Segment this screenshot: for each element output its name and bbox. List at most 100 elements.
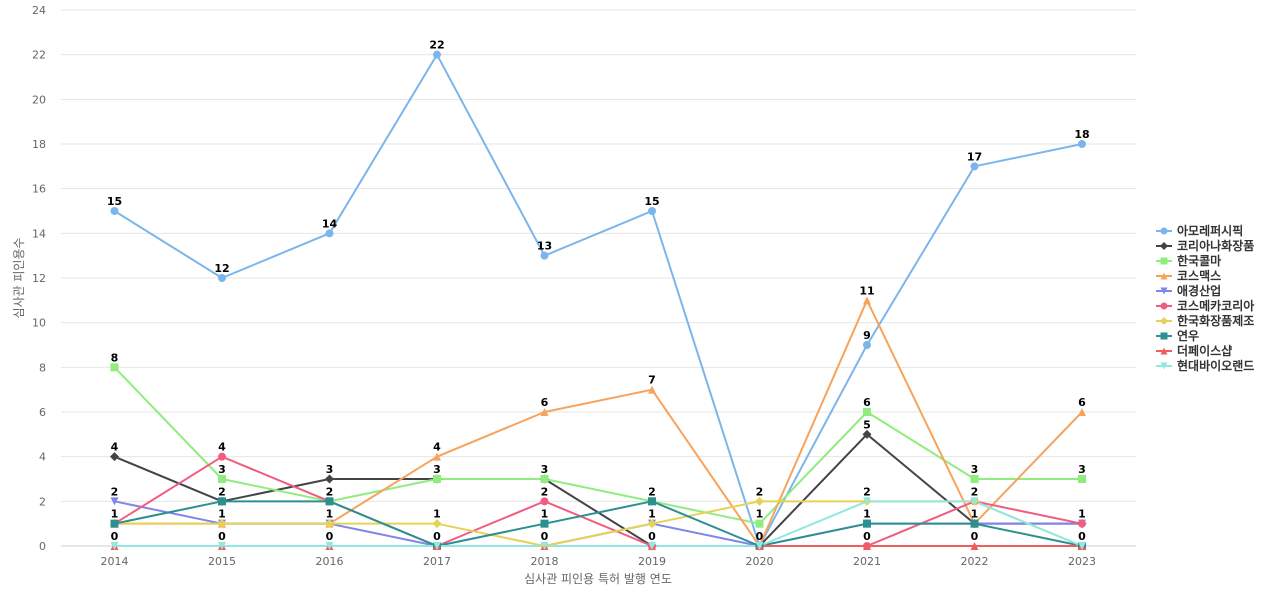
y-tick-label: 4 [39, 451, 46, 464]
series-line [113, 366, 1082, 525]
data-point [218, 274, 226, 282]
data-label: 8 [111, 351, 119, 364]
data-label: 0 [1078, 530, 1086, 543]
y-tick-label: 16 [32, 183, 46, 196]
data-label: 2 [971, 485, 979, 498]
data-point [970, 519, 979, 528]
data-label: 2 [111, 485, 119, 498]
data-label: 3 [1078, 463, 1086, 476]
data-point [862, 429, 872, 439]
data-label: 0 [433, 530, 441, 543]
data-label: 0 [971, 530, 979, 543]
data-label: 1 [111, 508, 119, 521]
legend-item[interactable]: 한국화장품제조 [1156, 313, 1254, 328]
data-label: 1 [863, 508, 871, 521]
data-point [433, 452, 441, 461]
data-label: 1 [541, 508, 549, 521]
x-axis-ticks: 2014 2015 2016 2017 2018 2019 2020 2021 2022 2023 [101, 555, 1097, 568]
x-tick-label: 2015 [208, 555, 236, 568]
data-point [325, 519, 334, 529]
legend-label: 코리아나화장품 [1177, 238, 1254, 253]
data-label: 2 [756, 485, 764, 498]
legend-label: 애경산업 [1177, 283, 1221, 298]
data-point [110, 363, 119, 372]
data-point [1078, 475, 1086, 483]
legend-item[interactable]: 애경산업 [1156, 283, 1221, 298]
data-point [540, 542, 549, 550]
series-line [114, 500, 1083, 547]
legend-item[interactable]: 코스맥스 [1156, 268, 1221, 283]
x-axis-title: 심사관 피인용 특허 발행 연도 [524, 571, 672, 586]
legend-label: 아모레퍼시픽 [1177, 223, 1243, 238]
data-point [218, 452, 226, 461]
legend-item[interactable]: 더페이스샵 [1156, 343, 1232, 358]
legend-label: 연우 [1177, 328, 1199, 343]
data-label: 18 [1074, 128, 1089, 141]
data-label: 15 [644, 195, 659, 208]
data-point [110, 452, 119, 462]
y-tick-label: 20 [32, 93, 46, 106]
data-labels: 1584210124321014321022431013632101572102… [107, 39, 1090, 543]
x-tick-label: 2016 [316, 555, 344, 568]
series-line [114, 500, 1083, 547]
data-point [218, 497, 226, 506]
data-label: 0 [111, 530, 119, 543]
x-tick-label: 2021 [853, 555, 881, 568]
legend-marker [1160, 362, 1168, 370]
legend-marker [1160, 242, 1168, 250]
legend-item[interactable]: 현대바이오랜드 [1156, 358, 1254, 373]
y-axis-title: 심사관 피인용수 [12, 237, 26, 318]
y-tick-label: 22 [32, 49, 46, 62]
data-label: 6 [1078, 396, 1086, 409]
data-label: 0 [756, 530, 764, 543]
data-label: 2 [863, 485, 871, 498]
legend-item[interactable]: 아모레퍼시픽 [1156, 223, 1243, 238]
legend-label: 더페이스샵 [1177, 343, 1232, 358]
legend-marker [1160, 287, 1168, 295]
data-point [218, 475, 226, 483]
series-lines [113, 53, 1083, 547]
legend-marker [1160, 302, 1168, 310]
data-label: 1 [218, 508, 226, 521]
data-point [218, 542, 226, 550]
data-label: 0 [863, 530, 871, 543]
legend-item[interactable]: 코리아나화장품 [1156, 238, 1254, 253]
data-point [1078, 542, 1086, 550]
legend-label: 한국화장품제조 [1177, 313, 1254, 328]
legend-marker [1160, 272, 1168, 280]
legend-item[interactable]: 한국콜마 [1156, 253, 1221, 268]
data-label: 5 [863, 418, 871, 431]
data-point [970, 497, 979, 506]
series-line [114, 299, 1083, 547]
data-label: 2 [541, 485, 549, 498]
legend-marker [1160, 317, 1168, 325]
data-point [110, 207, 119, 215]
data-point [863, 408, 871, 416]
y-tick-label: 12 [32, 272, 46, 285]
series-line [113, 53, 1083, 547]
legend[interactable]: 아모레퍼시픽코리아나화장품한국콜마코스맥스애경산업코스메카코리아한국화장품제조연… [1156, 223, 1254, 373]
legend-marker [1160, 347, 1168, 355]
data-label: 2 [648, 485, 656, 498]
data-point [648, 207, 656, 215]
data-label: 22 [429, 39, 444, 52]
y-tick-label: 8 [39, 361, 46, 374]
data-point [1078, 408, 1086, 416]
data-point [1078, 519, 1086, 528]
data-label: 6 [863, 396, 871, 409]
x-tick-label: 2018 [531, 555, 559, 568]
legend-item[interactable]: 연우 [1156, 328, 1199, 343]
data-point [433, 542, 441, 550]
x-tick-label: 2017 [423, 555, 451, 568]
data-label: 15 [107, 195, 122, 208]
legend-item[interactable]: 코스메카코리아 [1156, 298, 1254, 313]
data-label: 7 [648, 374, 656, 387]
data-label: 1 [756, 508, 764, 521]
legend-label: 한국콜마 [1177, 253, 1221, 268]
data-point [325, 542, 334, 550]
y-tick-label: 10 [32, 317, 46, 330]
data-point [540, 408, 549, 416]
data-label: 1 [326, 508, 334, 521]
data-point [863, 519, 871, 528]
data-label: 4 [433, 441, 441, 454]
